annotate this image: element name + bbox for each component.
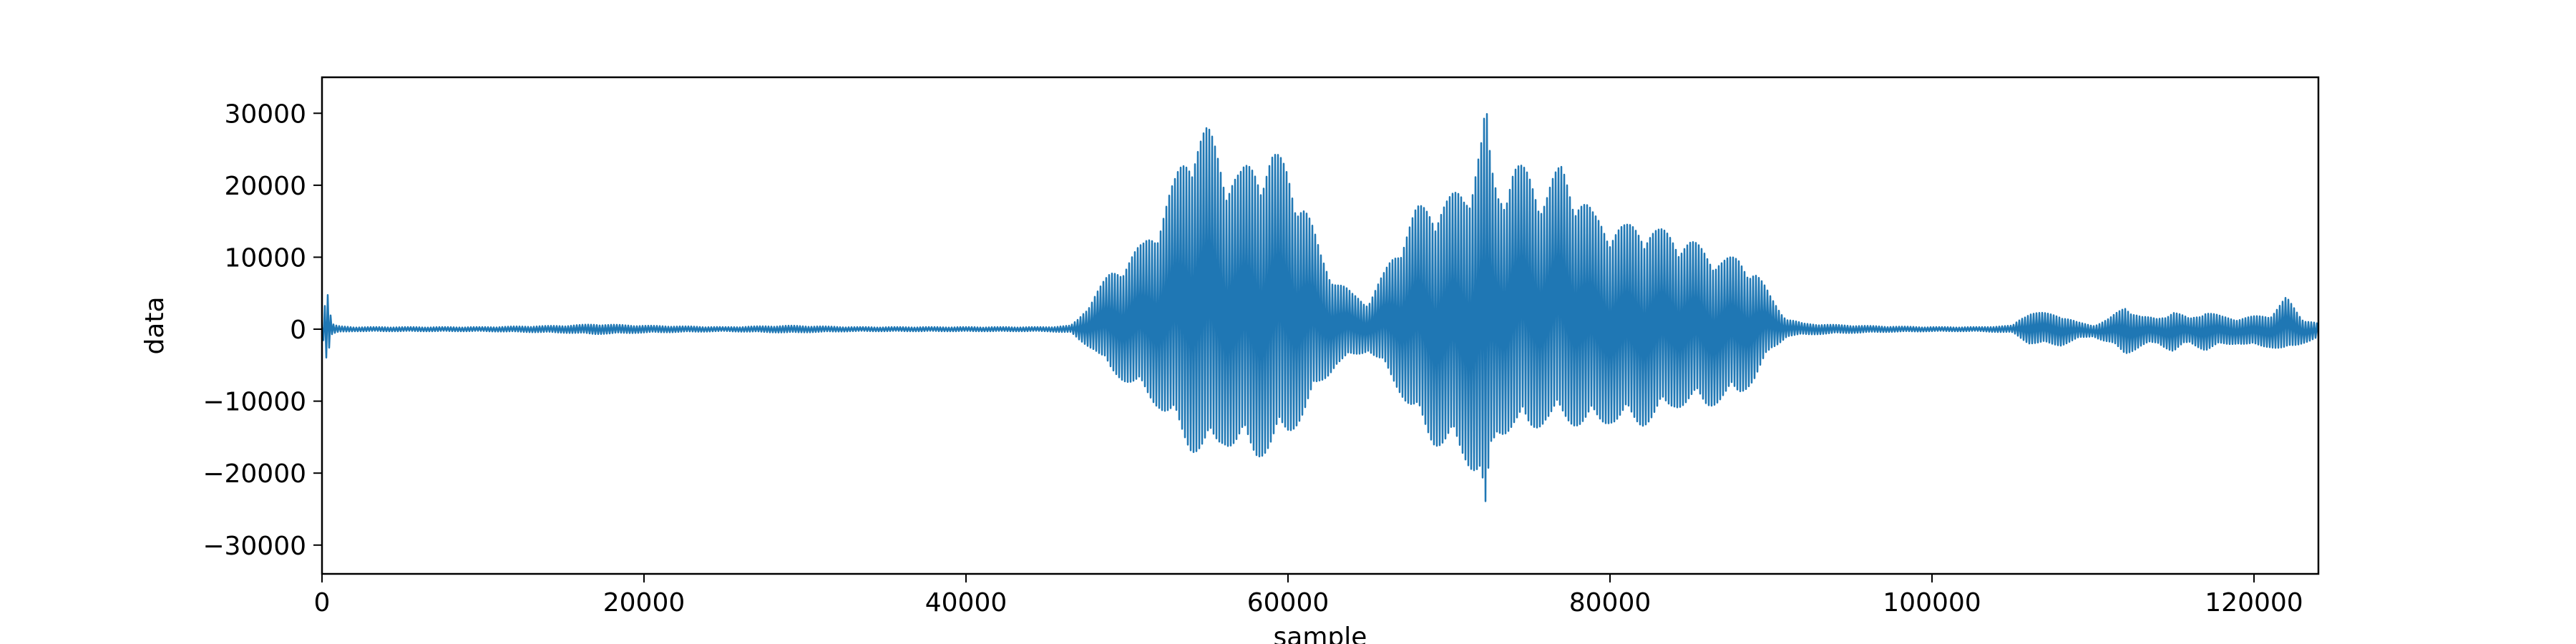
x-tick-label: 80000 [1569,588,1652,618]
y-tick-label: 30000 [224,99,306,129]
y-tick-label: 20000 [224,172,306,201]
x-axis: 0 20000 40000 60000 80000 100000 120000 [314,574,2303,618]
y-axis-label: data [140,296,170,354]
x-axis-label: sample [1274,623,1367,644]
x-tick-label: 100000 [1883,588,1981,618]
x-tick-label: 40000 [925,588,1008,618]
waveform-line [322,112,2318,502]
x-tick-label: 120000 [2205,588,2303,618]
y-tick-label: 10000 [224,243,306,273]
plot-data [322,112,2318,502]
x-tick-label: 20000 [603,588,686,618]
y-tick-label: −30000 [203,532,306,561]
x-tick-label: 0 [314,588,331,618]
x-tick-label: 60000 [1247,588,1330,618]
y-tick-label: −10000 [203,388,306,417]
plot-frame [321,76,2320,575]
y-axis: −30000 −20000 −10000 0 10000 20000 30000 [203,99,322,561]
y-tick-label: 0 [290,316,306,345]
y-tick-label: −20000 [203,459,306,489]
